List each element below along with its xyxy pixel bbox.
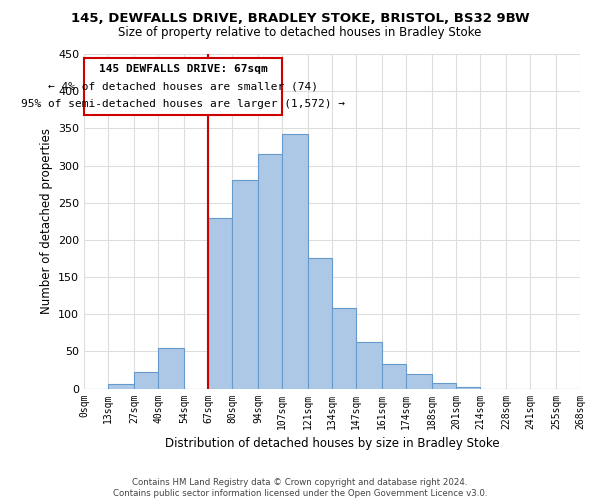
Text: 145, DEWFALLS DRIVE, BRADLEY STOKE, BRISTOL, BS32 9BW: 145, DEWFALLS DRIVE, BRADLEY STOKE, BRIS… [71,12,529,26]
Bar [432,384,456,388]
Bar [232,180,258,388]
Y-axis label: Number of detached properties: Number of detached properties [40,128,53,314]
Text: Size of property relative to detached houses in Bradley Stoke: Size of property relative to detached ho… [118,26,482,39]
Text: 95% of semi-detached houses are larger (1,572) →: 95% of semi-detached houses are larger (… [21,100,345,110]
FancyBboxPatch shape [84,58,282,115]
Bar [406,374,432,388]
Bar [158,348,184,389]
Bar [134,372,158,388]
X-axis label: Distribution of detached houses by size in Bradley Stoke: Distribution of detached houses by size … [165,437,499,450]
Bar [332,308,356,388]
Text: 145 DEWFALLS DRIVE: 67sqm: 145 DEWFALLS DRIVE: 67sqm [99,64,268,74]
Bar [382,364,406,388]
Bar [108,384,134,388]
Text: ← 4% of detached houses are smaller (74): ← 4% of detached houses are smaller (74) [48,82,318,92]
Bar [456,387,480,388]
Bar [308,258,332,388]
Bar [208,218,232,388]
Bar [282,134,308,388]
Bar [356,342,382,388]
Bar [258,154,282,388]
Text: Contains HM Land Registry data © Crown copyright and database right 2024.
Contai: Contains HM Land Registry data © Crown c… [113,478,487,498]
